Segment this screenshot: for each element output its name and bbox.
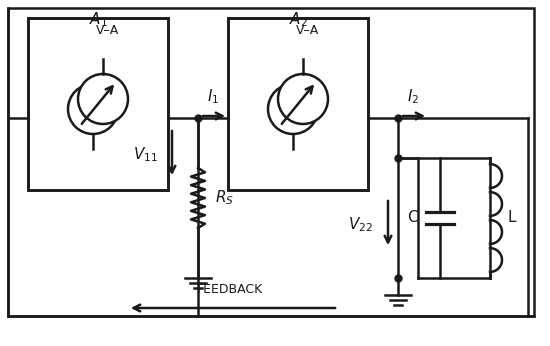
Text: $I_1$: $I_1$ [207, 88, 219, 106]
Bar [228, 18, 368, 190]
Text: C: C [408, 210, 418, 226]
Circle shape [78, 74, 128, 124]
Text: V–A: V–A [296, 24, 320, 36]
Circle shape [268, 84, 318, 134]
Text: $V_{11}$: $V_{11}$ [133, 146, 158, 164]
Text: $R_S$: $R_S$ [215, 189, 234, 207]
Text: L: L [508, 210, 516, 226]
Bar [8, 8, 534, 316]
Text: V–A: V–A [96, 24, 120, 36]
Circle shape [68, 84, 118, 134]
Circle shape [278, 74, 328, 124]
Text: $A_1$: $A_1$ [89, 10, 107, 29]
Text: $A_2$: $A_2$ [289, 10, 307, 29]
Text: $I_2$: $I_2$ [407, 88, 419, 106]
Bar [28, 18, 168, 190]
Text: $V_{22}$: $V_{22}$ [348, 216, 373, 234]
Text: FEEDBACK: FEEDBACK [197, 283, 263, 296]
